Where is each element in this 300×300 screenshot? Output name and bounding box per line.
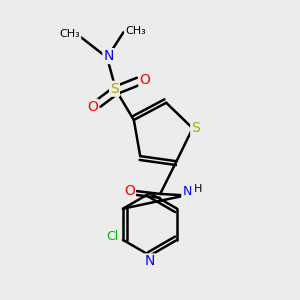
Text: O: O xyxy=(87,100,98,114)
Text: N: N xyxy=(145,254,155,268)
Text: H: H xyxy=(194,184,202,194)
Text: O: O xyxy=(140,73,150,87)
Text: N: N xyxy=(103,49,114,63)
Text: S: S xyxy=(191,121,200,135)
Text: N: N xyxy=(182,185,192,198)
Text: Cl: Cl xyxy=(106,230,119,243)
Text: CH₃: CH₃ xyxy=(125,26,146,36)
Text: CH₃: CH₃ xyxy=(60,29,80,39)
Text: O: O xyxy=(124,184,135,198)
Text: S: S xyxy=(110,82,119,96)
